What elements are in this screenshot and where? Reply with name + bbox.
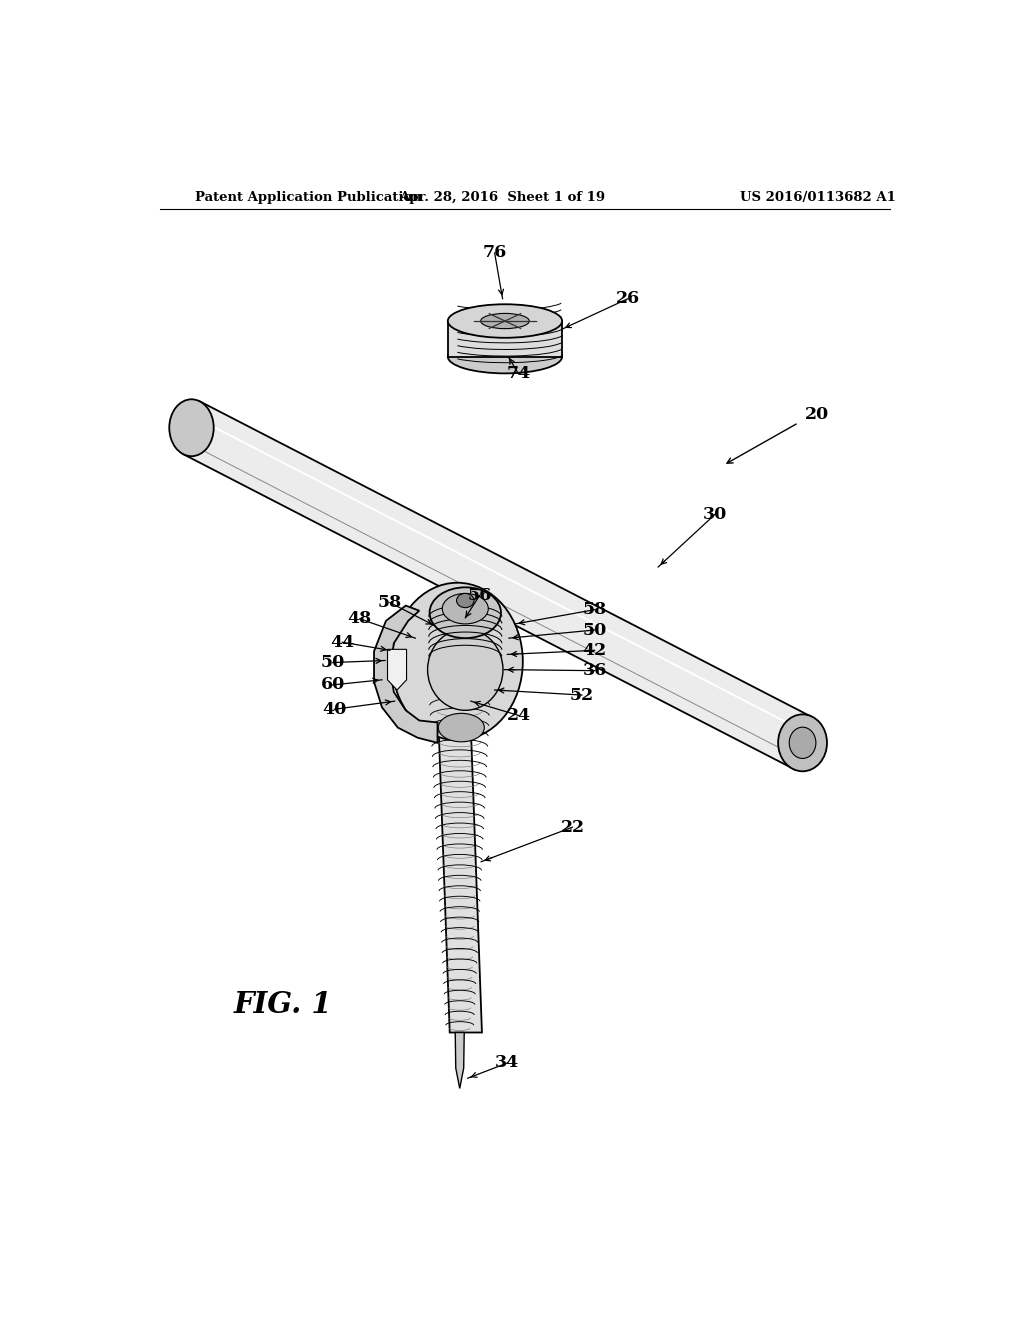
Text: 58: 58 (378, 594, 402, 611)
Text: 76: 76 (482, 244, 507, 261)
Text: 42: 42 (583, 642, 606, 659)
Polygon shape (456, 1032, 464, 1089)
Ellipse shape (438, 713, 484, 742)
Text: 48: 48 (348, 610, 372, 627)
Ellipse shape (447, 304, 562, 338)
Text: Patent Application Publication: Patent Application Publication (196, 190, 422, 203)
Polygon shape (183, 401, 811, 770)
Ellipse shape (778, 714, 827, 771)
Text: 34: 34 (496, 1055, 519, 1072)
Ellipse shape (447, 339, 562, 374)
Ellipse shape (392, 582, 523, 741)
Text: Apr. 28, 2016  Sheet 1 of 19: Apr. 28, 2016 Sheet 1 of 19 (399, 190, 605, 203)
Text: 40: 40 (323, 701, 346, 718)
Text: US 2016/0113682 A1: US 2016/0113682 A1 (740, 190, 896, 203)
Text: 50: 50 (583, 622, 607, 639)
Text: 24: 24 (507, 708, 530, 723)
Text: 74: 74 (506, 366, 530, 383)
Text: 60: 60 (321, 676, 345, 693)
Text: 56: 56 (467, 587, 492, 605)
Ellipse shape (480, 313, 529, 329)
Polygon shape (374, 606, 437, 743)
Ellipse shape (457, 594, 474, 607)
Ellipse shape (169, 399, 214, 457)
Text: 22: 22 (560, 818, 585, 836)
Polygon shape (437, 697, 482, 1032)
Polygon shape (447, 321, 562, 356)
Ellipse shape (790, 727, 816, 759)
Ellipse shape (430, 587, 501, 638)
Text: FIG. 1: FIG. 1 (233, 990, 332, 1019)
Ellipse shape (442, 594, 488, 624)
Text: 20: 20 (805, 407, 829, 422)
Ellipse shape (428, 630, 503, 710)
Text: 52: 52 (570, 686, 594, 704)
Text: 58: 58 (583, 601, 606, 618)
Polygon shape (387, 649, 407, 690)
Text: 30: 30 (703, 506, 727, 523)
Text: 44: 44 (330, 634, 354, 651)
Text: 26: 26 (615, 290, 640, 308)
Text: 50: 50 (321, 653, 345, 671)
Text: 36: 36 (583, 663, 607, 680)
